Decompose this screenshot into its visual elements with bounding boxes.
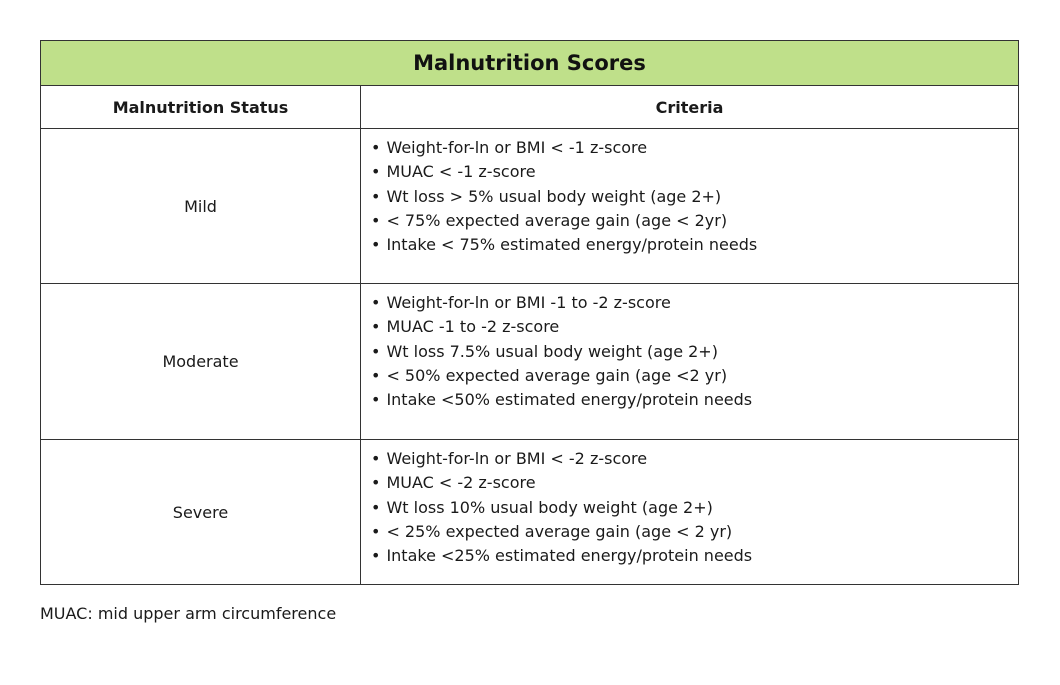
criteria-item: Weight-for-ln or BMI -1 to -2 z-score xyxy=(371,291,752,315)
status-cell: Severe xyxy=(41,440,361,584)
header-malnutrition-status: Malnutrition Status xyxy=(41,86,361,128)
status-cell: Moderate xyxy=(41,284,361,439)
criteria-item: < 75% expected average gain (age < 2yr) xyxy=(371,209,757,233)
table-header-row: Malnutrition Status Criteria xyxy=(41,86,1018,129)
table-title: Malnutrition Scores xyxy=(41,41,1018,86)
criteria-item: Intake <25% estimated energy/protein nee… xyxy=(371,544,752,568)
table-row-mild: Mild Weight-for-ln or BMI < -1 z-score M… xyxy=(41,129,1018,284)
criteria-item: Weight-for-ln or BMI < -1 z-score xyxy=(371,136,757,160)
criteria-item: < 50% expected average gain (age <2 yr) xyxy=(371,364,752,388)
criteria-list: Weight-for-ln or BMI < -2 z-score MUAC <… xyxy=(371,447,752,568)
criteria-item: MUAC -1 to -2 z-score xyxy=(371,315,752,339)
criteria-item: Wt loss 7.5% usual body weight (age 2+) xyxy=(371,340,752,364)
criteria-item: Intake < 75% estimated energy/protein ne… xyxy=(371,233,757,257)
criteria-item: MUAC < -2 z-score xyxy=(371,471,752,495)
criteria-item: Intake <50% estimated energy/protein nee… xyxy=(371,388,752,412)
criteria-list: Weight-for-ln or BMI -1 to -2 z-score MU… xyxy=(371,291,752,412)
criteria-cell: Weight-for-ln or BMI -1 to -2 z-score MU… xyxy=(361,284,1018,439)
table-row-severe: Severe Weight-for-ln or BMI < -2 z-score… xyxy=(41,440,1018,584)
criteria-list: Weight-for-ln or BMI < -1 z-score MUAC <… xyxy=(371,136,757,257)
criteria-item: < 25% expected average gain (age < 2 yr) xyxy=(371,520,752,544)
criteria-item: Wt loss > 5% usual body weight (age 2+) xyxy=(371,185,757,209)
malnutrition-scores-table: Malnutrition Scores Malnutrition Status … xyxy=(40,40,1019,585)
criteria-item: Wt loss 10% usual body weight (age 2+) xyxy=(371,496,752,520)
status-cell: Mild xyxy=(41,129,361,283)
criteria-cell: Weight-for-ln or BMI < -2 z-score MUAC <… xyxy=(361,440,1018,584)
table-row-moderate: Moderate Weight-for-ln or BMI -1 to -2 z… xyxy=(41,284,1018,440)
criteria-item: Weight-for-ln or BMI < -2 z-score xyxy=(371,447,752,471)
footnote: MUAC: mid upper arm circumference xyxy=(40,604,337,623)
criteria-item: MUAC < -1 z-score xyxy=(371,160,757,184)
header-criteria: Criteria xyxy=(655,97,724,117)
criteria-cell: Weight-for-ln or BMI < -1 z-score MUAC <… xyxy=(361,129,1018,283)
